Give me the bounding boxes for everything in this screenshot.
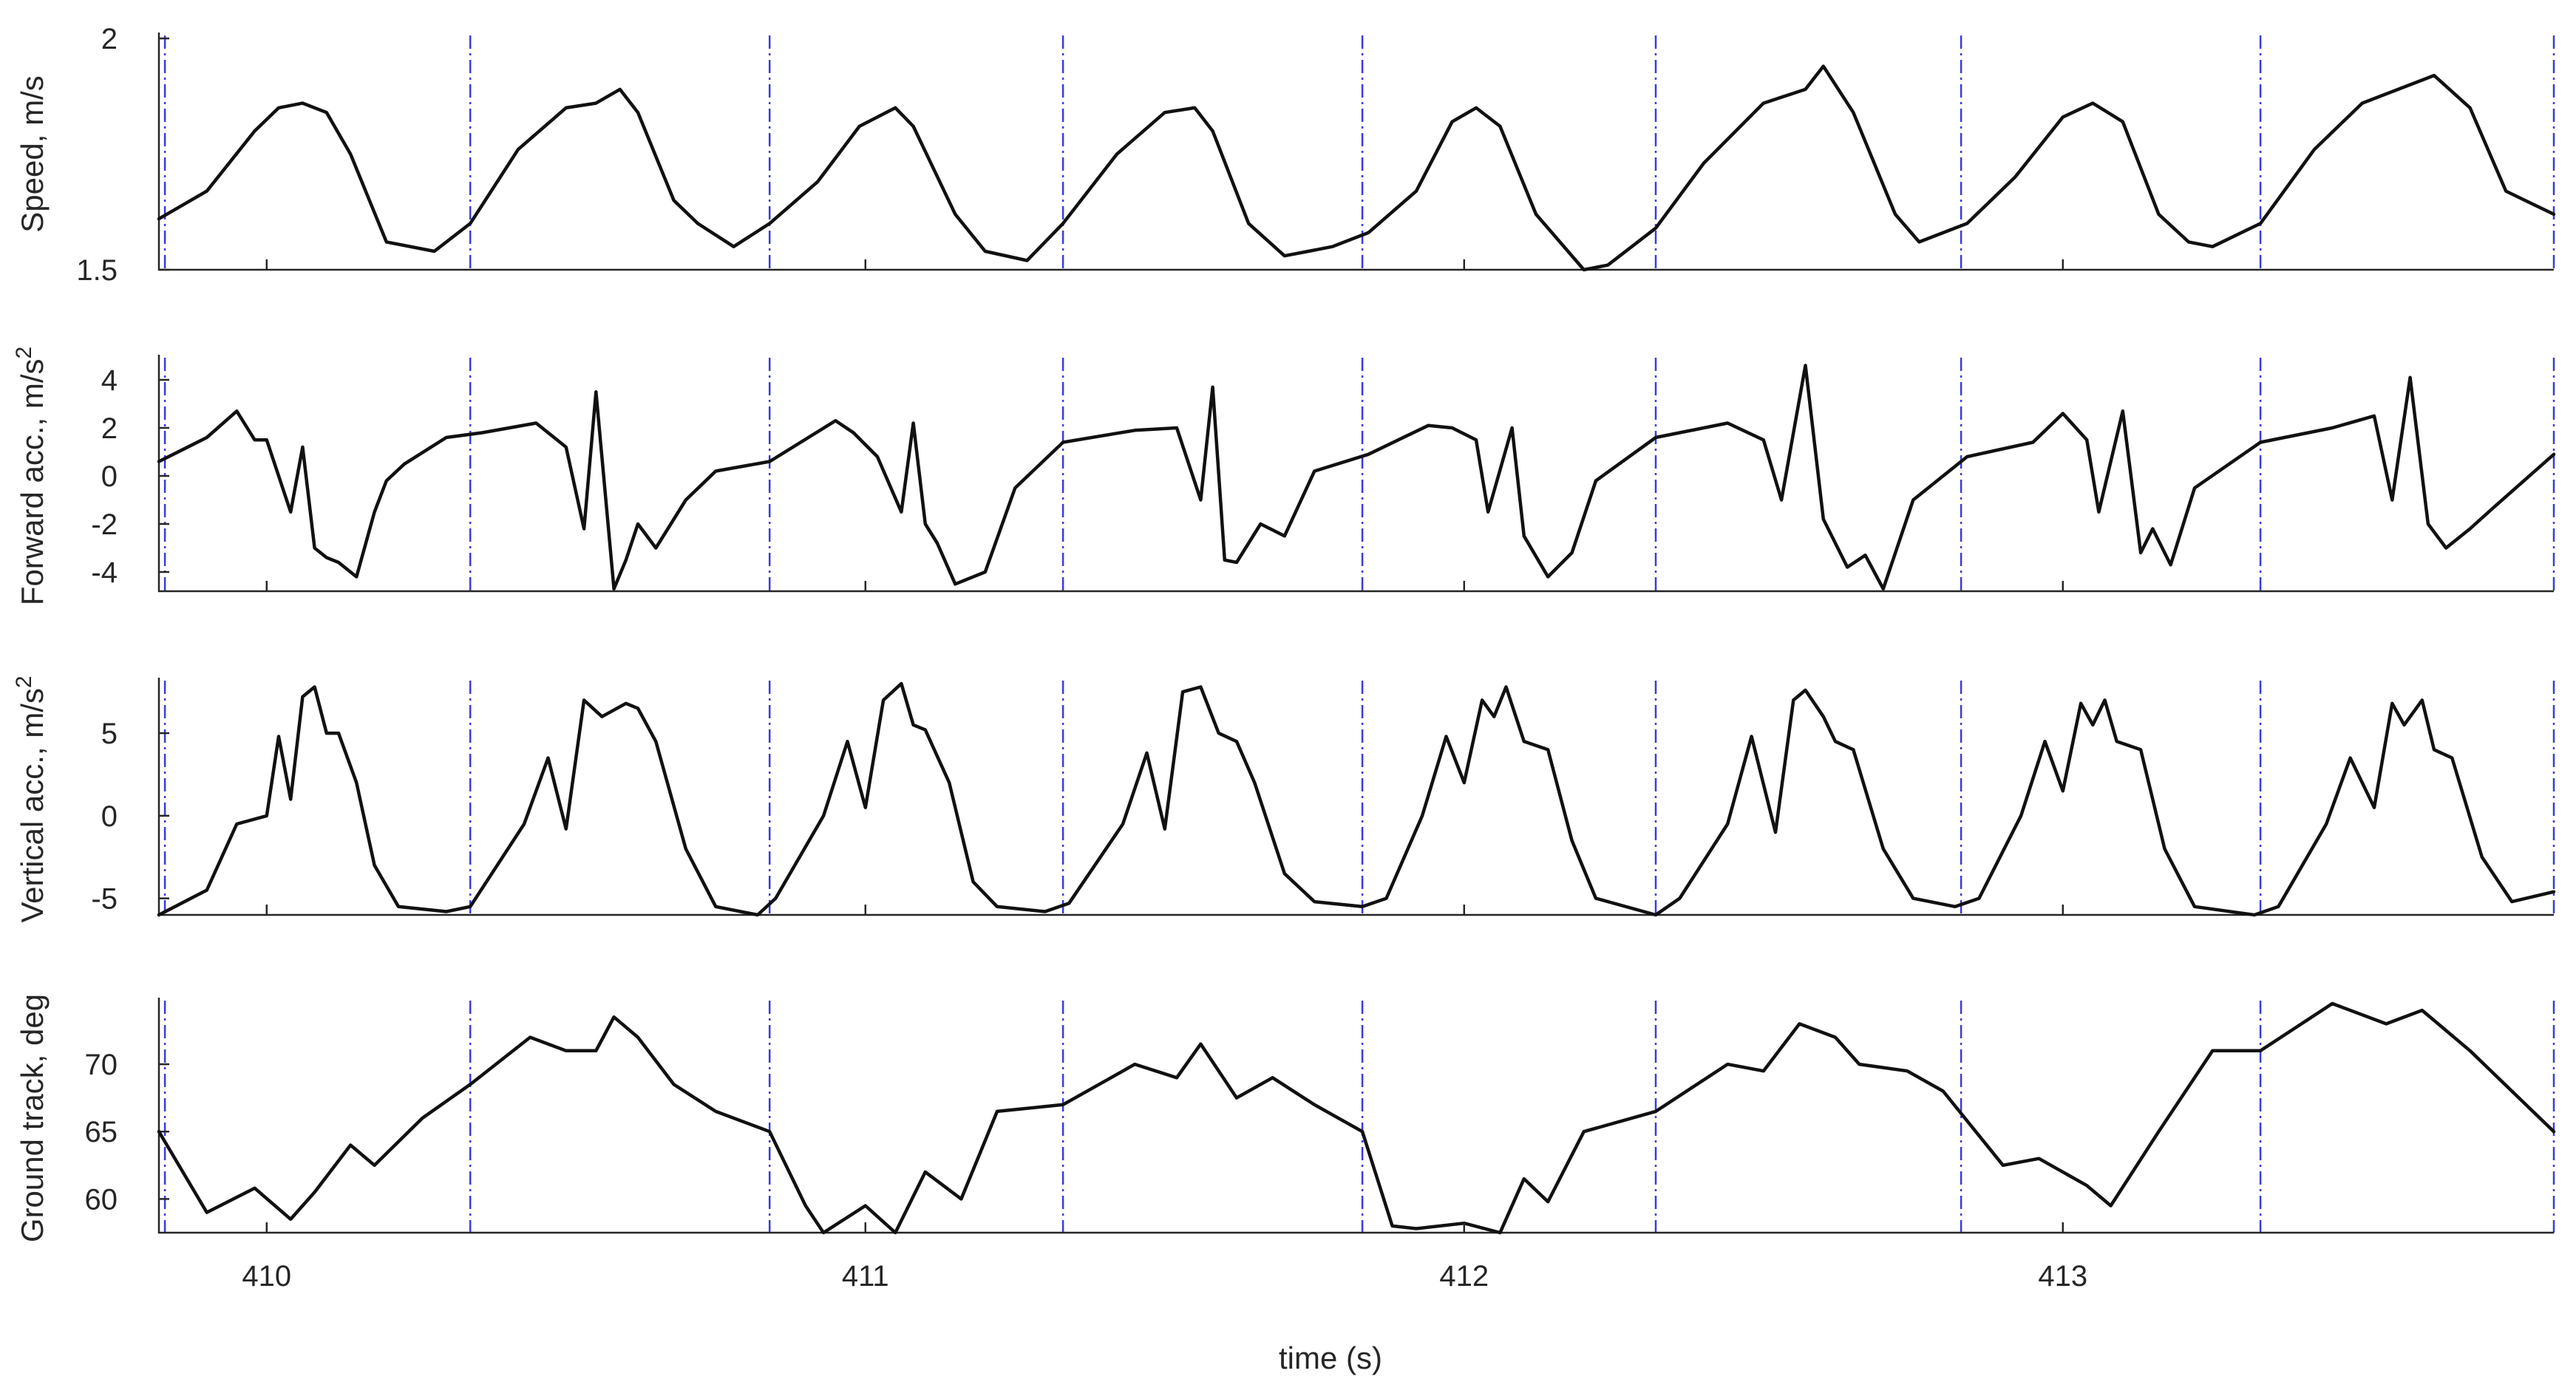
x-tick-label: 413 — [2038, 1260, 2087, 1293]
x-tick-label: 411 — [842, 1260, 889, 1293]
y-tick-label: 0 — [101, 800, 118, 833]
y-axis-label-superscript: 2 — [12, 675, 36, 688]
axis-frame — [157, 355, 2554, 593]
x-tick-label: 410 — [242, 1260, 291, 1293]
y-axis-label: Speed, m/s — [15, 75, 50, 232]
y-tick-label: 4 — [101, 364, 118, 397]
x-tick-label: 412 — [1439, 1260, 1489, 1293]
y-axis-label: Vertical acc., m/s2 — [12, 675, 50, 922]
series-line — [157, 1001, 2556, 1235]
y-tick-label: 1.5 — [76, 254, 118, 287]
y-tick-label: 2 — [101, 23, 118, 55]
subplot-1: 1.5 2 Speed, m/s — [15, 23, 2556, 287]
x-axis: 410 411 412 413 — [242, 1260, 2087, 1293]
series-line — [157, 681, 2556, 917]
y-tick-label: 0 — [101, 460, 118, 493]
y-tick-label: -5 — [91, 883, 118, 916]
subplot-2: -4 -2 0 2 4 Forward acc., m/s2 — [12, 347, 2556, 605]
y-tick-label: 65 — [85, 1116, 118, 1148]
subplot-4: 60 65 70 Ground track, deg — [15, 994, 2556, 1242]
y-axis-label: Ground track, deg — [15, 994, 50, 1242]
y-axis-label: Forward acc., m/s2 — [12, 347, 50, 605]
y-tick-label: 5 — [101, 718, 118, 750]
y-axis-label-superscript: 2 — [12, 347, 36, 359]
y-tick-label: -2 — [91, 508, 118, 541]
axis-frame — [157, 678, 2554, 916]
series-line — [157, 64, 2556, 272]
subplot-3: -5 0 5 Vertical acc., m/s2 — [12, 675, 2556, 923]
axis-frame — [157, 998, 2554, 1234]
y-tick-label: 60 — [85, 1183, 118, 1216]
y-tick-label: 70 — [85, 1049, 118, 1081]
y-tick-label: -4 — [91, 556, 118, 589]
series-line — [157, 364, 2556, 591]
y-tick-label: 2 — [101, 412, 118, 445]
x-axis-label: time (s) — [1279, 1341, 1382, 1375]
